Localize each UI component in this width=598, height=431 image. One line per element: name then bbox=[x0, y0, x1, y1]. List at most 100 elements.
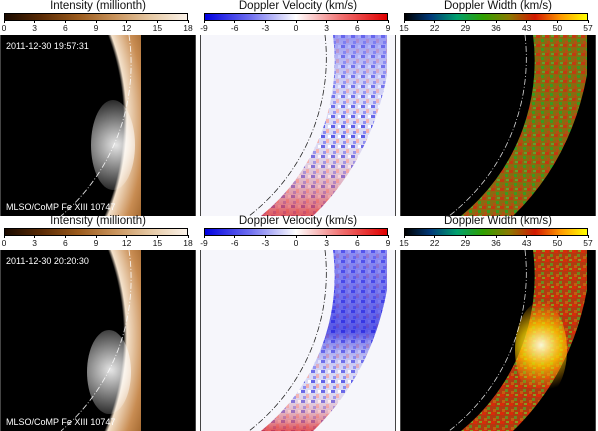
colorbar-tick-mark bbox=[387, 20, 389, 23]
velocity-tick-label: 3 bbox=[324, 238, 330, 248]
width-colorbar-ticks bbox=[403, 20, 589, 23]
width-colorbar-ticks bbox=[403, 235, 589, 238]
colorbar-tick-mark bbox=[295, 20, 297, 23]
colorbar-tick-mark bbox=[3, 20, 5, 23]
intensity-tick-label: 9 bbox=[93, 238, 99, 248]
velocity-panel: Doppler Velocity (km/s) -9 -6 -3 0 3 6 9 bbox=[200, 215, 396, 431]
velocity-tick-label: 0 bbox=[293, 23, 299, 33]
colorbar-tick-mark bbox=[526, 20, 528, 23]
intensity-tick-label: 9 bbox=[93, 23, 99, 33]
width-tick-label: 36 bbox=[491, 238, 501, 248]
intensity-tick-label: 15 bbox=[152, 23, 163, 33]
width-tick-labels: 15 22 29 36 43 50 57 bbox=[399, 23, 592, 34]
intensity-tick-label: 0 bbox=[1, 23, 7, 33]
velocity-image bbox=[200, 35, 396, 216]
velocity-map bbox=[201, 250, 395, 431]
colorbar-tick-mark bbox=[264, 235, 266, 238]
colorbar-tick-mark bbox=[387, 235, 389, 238]
colorbar-tick-mark bbox=[156, 20, 158, 23]
colorbar-tick-mark bbox=[403, 20, 405, 23]
timestamp-label: 2011-12-30 20:20:30 bbox=[6, 256, 89, 266]
intensity-colorbar-title: Intensity (millionth) bbox=[50, 215, 146, 227]
velocity-tick-labels: -9 -6 -3 0 3 6 9 bbox=[200, 23, 391, 34]
width-tick-label: 22 bbox=[429, 23, 440, 33]
width-tick-label: 50 bbox=[552, 23, 563, 33]
width-tick-label: 22 bbox=[429, 238, 440, 248]
intensity-map bbox=[1, 35, 195, 216]
colorbar-tick-mark bbox=[434, 20, 436, 23]
colorbar-tick-mark bbox=[203, 235, 205, 238]
velocity-colorbar-title: Doppler Velocity (km/s) bbox=[238, 215, 358, 227]
width-map bbox=[401, 250, 595, 431]
colorbar-tick-mark bbox=[126, 235, 128, 238]
intensity-image: 2011-12-30 20:20:30 MLSO/CoMP Fe XIII 10… bbox=[0, 250, 196, 431]
velocity-colorbar-ticks bbox=[203, 20, 389, 23]
colorbar-tick-mark bbox=[64, 20, 66, 23]
velocity-tick-label: -6 bbox=[230, 238, 239, 248]
intensity-colorbar-ticks bbox=[3, 20, 189, 23]
colorbar-tick-mark bbox=[587, 235, 589, 238]
colorbar-tick-mark bbox=[187, 235, 189, 238]
colorbar-tick-mark bbox=[34, 20, 36, 23]
velocity-tick-labels: -9 -6 -3 0 3 6 9 bbox=[200, 238, 391, 249]
timestamp-label: 2011-12-30 19:57:31 bbox=[6, 41, 89, 51]
width-tick-label: 57 bbox=[583, 238, 593, 248]
width-tick-label: 43 bbox=[521, 238, 532, 248]
intensity-tick-label: 6 bbox=[62, 23, 68, 33]
velocity-panel: Doppler Velocity (km/s) -9 -6 -3 0 3 6 9 bbox=[200, 0, 396, 216]
intensity-tick-label: 18 bbox=[183, 238, 193, 248]
width-tick-label: 29 bbox=[460, 23, 471, 33]
velocity-colorbar-ticks bbox=[203, 235, 389, 238]
colorbar-tick-mark bbox=[356, 235, 358, 238]
colorbar-tick-mark bbox=[234, 235, 236, 238]
velocity-tick-label: -9 bbox=[200, 23, 208, 33]
width-tick-label: 36 bbox=[491, 23, 501, 33]
colorbar-tick-mark bbox=[556, 20, 558, 23]
width-colorbar-title: Doppler Width (km/s) bbox=[444, 0, 552, 12]
intensity-tick-labels: 0 3 6 9 12 15 18 bbox=[1, 23, 193, 34]
colorbar-tick-mark bbox=[156, 235, 158, 238]
velocity-tick-label: 9 bbox=[385, 238, 391, 248]
colorbar-tick-mark bbox=[187, 20, 189, 23]
colorbar-tick-mark bbox=[95, 20, 97, 23]
velocity-image bbox=[200, 250, 396, 431]
colorbar-tick-mark bbox=[495, 235, 497, 238]
colorbar-tick-mark bbox=[3, 235, 5, 238]
velocity-tick-label: 3 bbox=[324, 23, 330, 33]
colorbar-tick-mark bbox=[126, 20, 128, 23]
width-image bbox=[400, 35, 596, 216]
colorbar-tick-mark bbox=[403, 235, 405, 238]
width-image bbox=[400, 250, 596, 431]
width-tick-label: 57 bbox=[583, 23, 593, 33]
width-map bbox=[401, 35, 595, 216]
colorbar-tick-mark bbox=[203, 20, 205, 23]
intensity-tick-label: 15 bbox=[152, 238, 163, 248]
width-tick-label: 15 bbox=[399, 23, 409, 33]
intensity-colorbar-ticks bbox=[3, 235, 189, 238]
intensity-tick-label: 12 bbox=[121, 238, 132, 248]
intensity-tick-label: 12 bbox=[121, 23, 132, 33]
width-panel: Doppler Width (km/s) 15 22 29 36 43 50 5… bbox=[399, 0, 596, 216]
intensity-image: 2011-12-30 19:57:31 MLSO/CoMP Fe XIII 10… bbox=[0, 35, 196, 216]
width-tick-label: 43 bbox=[521, 23, 532, 33]
intensity-tick-label: 6 bbox=[62, 238, 68, 248]
width-tick-label: 15 bbox=[399, 238, 409, 248]
colorbar-tick-mark bbox=[64, 235, 66, 238]
intensity-tick-labels: 0 3 6 9 12 15 18 bbox=[2, 238, 193, 249]
colorbar-tick-mark bbox=[295, 235, 297, 238]
colorbar-tick-mark bbox=[526, 235, 528, 238]
instrument-label: MLSO/CoMP Fe XIII 10747 bbox=[6, 202, 116, 212]
intensity-panel: Intensity (millionth) 0 3 6 9 12 15 18 bbox=[0, 0, 196, 216]
intensity-tick-label: 3 bbox=[32, 23, 38, 33]
colorbar-tick-mark bbox=[434, 235, 436, 238]
intensity-panel: Intensity (millionth) 0 3 6 9 12 15 18 bbox=[0, 215, 196, 431]
intensity-map bbox=[1, 250, 195, 431]
figure-row-2: Intensity (millionth) 0 3 6 9 12 15 18 bbox=[0, 215, 598, 431]
colorbar-tick-mark bbox=[326, 20, 328, 23]
velocity-tick-label: -3 bbox=[261, 23, 270, 33]
velocity-tick-label: 9 bbox=[385, 23, 391, 33]
colorbar-tick-mark bbox=[234, 20, 236, 23]
velocity-colorbar-title: Doppler Velocity (km/s) bbox=[238, 0, 358, 12]
colorbar-tick-mark bbox=[495, 20, 497, 23]
velocity-tick-label: 6 bbox=[354, 238, 360, 248]
